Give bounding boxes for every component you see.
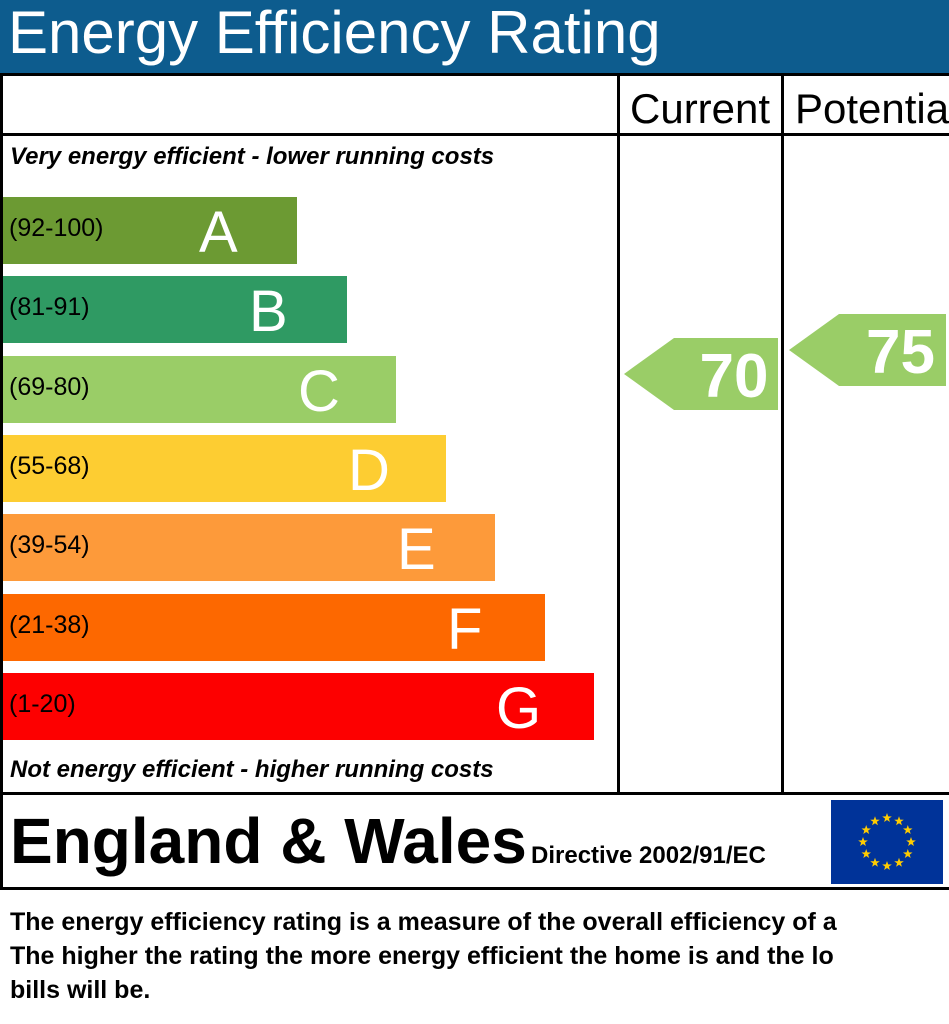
band-g: (1-20) G [3, 673, 594, 741]
band-range-label: (69-80) [9, 373, 90, 401]
flag-field [831, 800, 943, 884]
description-text: The energy efficiency rating is a measur… [10, 905, 949, 1007]
band-range-label: (39-54) [9, 531, 90, 559]
band-letter-label: F [447, 597, 483, 662]
divider-potential-column [781, 73, 784, 795]
band-a: (92-100) A [3, 197, 297, 265]
flag-star [894, 816, 904, 826]
divider-current-column [617, 73, 620, 795]
flag-star [882, 813, 892, 822]
band-f: (21-38) F [3, 594, 545, 662]
footer-box [0, 795, 949, 890]
directive-label: Directive 2002/91/EC [531, 842, 766, 869]
band-range-label: (81-91) [9, 293, 90, 321]
band-b: (81-91) B [3, 276, 347, 344]
band-d: (55-68) D [3, 435, 446, 503]
band-range-label: (21-38) [9, 611, 90, 639]
column-header-potential: Potentia [795, 85, 949, 132]
band-letter-label: D [348, 438, 390, 503]
column-header-current: Current [630, 85, 771, 132]
flag-star [906, 837, 916, 846]
band-range-label: (92-100) [9, 214, 104, 242]
band-letter-label: G [496, 676, 542, 741]
band-range-label: (55-68) [9, 452, 90, 480]
description-line: The energy efficiency rating is a measur… [10, 908, 837, 936]
flag-star [870, 816, 880, 826]
band-letter-label: E [397, 517, 436, 582]
chart-frame [0, 73, 949, 795]
caption-very-efficient: Very energy efficient - lower running co… [10, 143, 495, 170]
band-letter-label: B [249, 279, 288, 344]
header-row-divider [0, 133, 949, 136]
description-line: bills will be. [10, 976, 151, 1004]
title-bar: Energy Efficiency Rating [0, 0, 949, 73]
frame-left-border [0, 73, 3, 795]
flag-star [858, 837, 868, 846]
caption-not-efficient: Not energy efficient - higher running co… [10, 756, 494, 783]
flag-star [861, 849, 871, 858]
band-letter-label: C [298, 359, 340, 424]
flag-star [894, 857, 904, 867]
band-range-label: (1-20) [9, 690, 76, 718]
eu-flag-icon [831, 800, 943, 884]
region-label: England & Wales [10, 805, 527, 877]
band-letter-label: A [199, 200, 238, 265]
flag-star [903, 825, 913, 834]
band-e: (39-54) E [3, 514, 495, 582]
description-line: The higher the rating the more energy ef… [10, 942, 834, 970]
flag-star [870, 857, 880, 867]
flag-star [861, 825, 871, 834]
flag-star [882, 861, 892, 870]
band-c: (69-80) C [3, 356, 396, 424]
flag-star [903, 849, 913, 858]
page-title: Energy Efficiency Rating [8, 0, 661, 66]
